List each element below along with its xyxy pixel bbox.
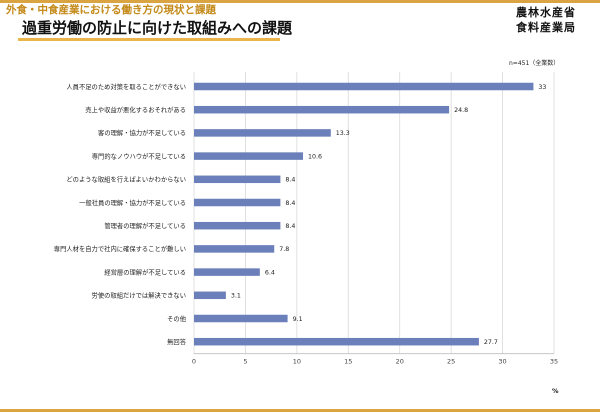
x-axis-unit-label: % <box>552 387 559 395</box>
agency-line-2: 食料産業局 <box>516 21 576 34</box>
category-label: 専門人材を自力で社内に確保することが難しい <box>54 244 186 253</box>
data-label: 6.4 <box>265 269 275 276</box>
data-label: 8.4 <box>285 223 295 230</box>
data-label: 3.1 <box>231 293 241 300</box>
x-tick-label: 25 <box>447 358 455 366</box>
x-tick-label: 10 <box>293 358 301 366</box>
title-underline <box>18 38 280 41</box>
category-label: 人員不足のため対策を取ることができない <box>66 82 186 91</box>
data-label: 10.6 <box>308 153 322 160</box>
data-label: 7.8 <box>279 246 289 253</box>
category-label: 売上や収益が悪化するおそれがある <box>85 105 186 114</box>
category-label: 一般社員の理解・協力が不足している <box>79 198 186 207</box>
bottom-border <box>0 409 600 412</box>
bar <box>194 314 288 323</box>
bar <box>194 105 450 114</box>
category-label: 客の理解・協力が不足している <box>98 128 186 137</box>
page-title: 過重労働の防止に向けた取組みへの課題 <box>22 19 293 37</box>
bar <box>194 337 479 346</box>
bar <box>194 221 281 230</box>
x-tick-label: 15 <box>344 358 352 366</box>
data-label: 24.8 <box>454 107 468 114</box>
bar <box>194 268 260 276</box>
x-tick-label: 35 <box>550 358 558 366</box>
page-supertitle: 外食・中食産業における働き方の現状と課題 <box>6 4 216 16</box>
bar <box>194 198 281 207</box>
category-label: 経営層の理解が不足している <box>104 267 186 276</box>
data-label: 27.7 <box>484 339 498 346</box>
sample-size-note: n=451（全業数） <box>509 60 560 67</box>
data-label: 8.4 <box>285 200 295 207</box>
x-tick-label: 30 <box>498 358 506 366</box>
top-border <box>0 0 600 3</box>
data-label: 33 <box>538 84 546 91</box>
data-label: 13.3 <box>336 130 350 137</box>
agency-line-1: 農林水産省 <box>516 6 576 19</box>
bar <box>194 152 304 160</box>
x-tick-label: 5 <box>243 358 247 366</box>
category-label: 管理者の理解が不足している <box>104 221 186 230</box>
x-tick-label: 20 <box>396 358 404 366</box>
category-label: その他 <box>167 314 187 323</box>
category-label: 専門的なノウハウが不足している <box>92 151 186 160</box>
bar <box>194 291 226 300</box>
agency-name: 農林水産省 食料産業局 <box>516 5 576 35</box>
bar <box>194 175 281 184</box>
data-label: 9.1 <box>293 316 303 323</box>
bar <box>194 129 331 137</box>
category-label: 労使の取組だけでは解決できない <box>92 291 186 300</box>
x-tick-label: 0 <box>192 358 196 366</box>
category-label: どのような取組を行えばよいかわからない <box>66 175 186 184</box>
category-label: 無回答 <box>167 337 187 346</box>
bar <box>194 245 275 253</box>
bar <box>194 82 534 91</box>
data-label: 8.4 <box>285 177 295 184</box>
